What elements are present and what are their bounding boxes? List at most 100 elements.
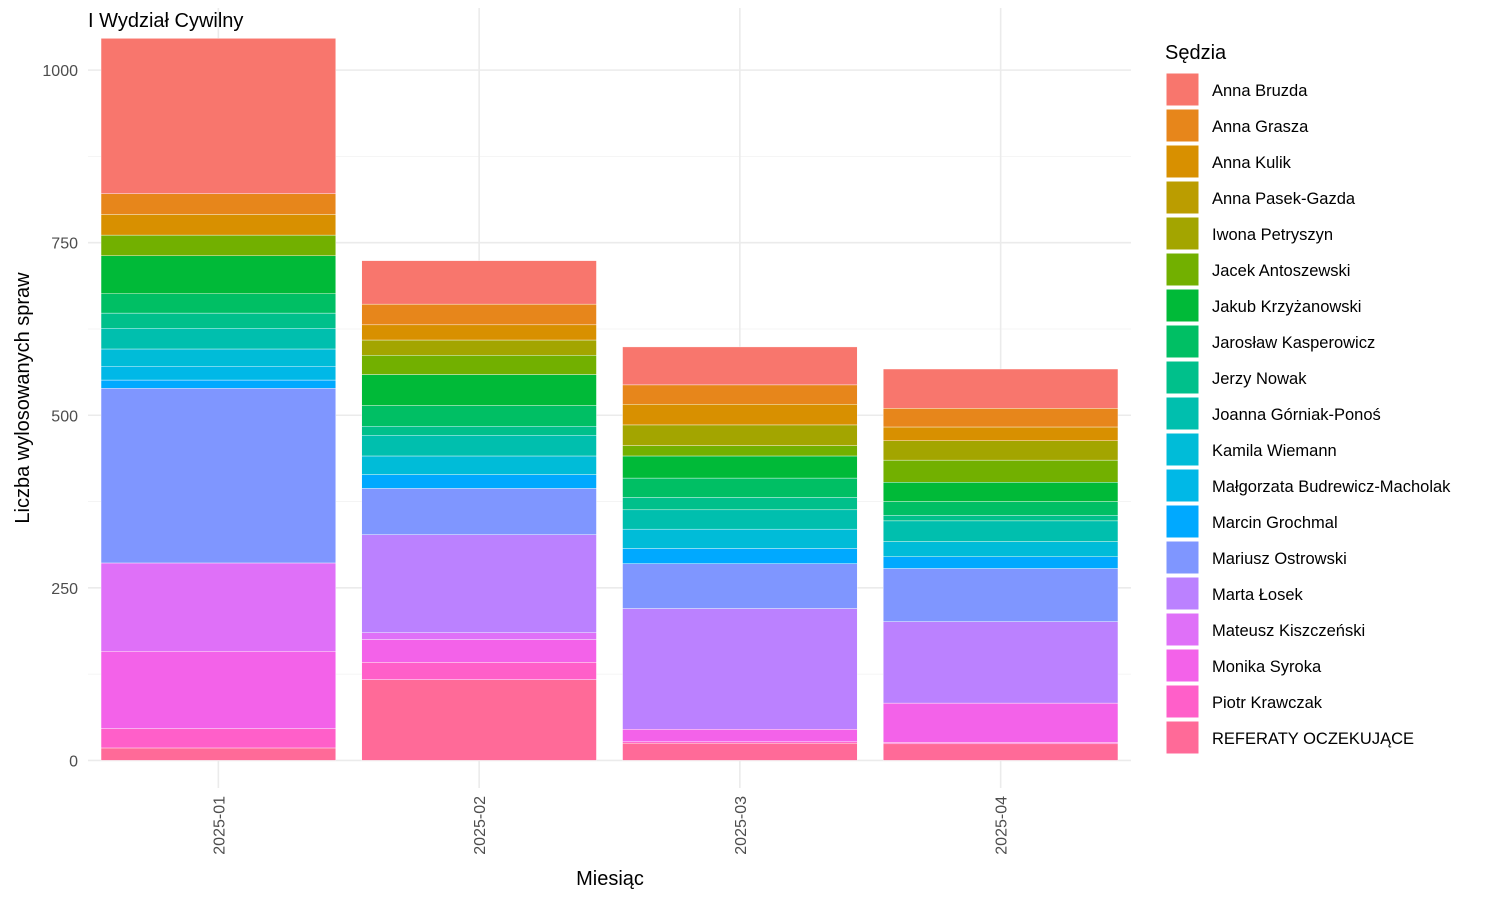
legend-key [1165, 108, 1200, 143]
y-tick-label: 0 [69, 753, 78, 770]
legend-label: Jerzy Nowak [1212, 370, 1307, 388]
bar-segment [361, 455, 597, 475]
bar-segment [883, 515, 1119, 522]
bar-segment [883, 459, 1119, 483]
bar-segment [100, 379, 336, 389]
bar-segment [100, 293, 336, 314]
bar-segment [622, 742, 858, 761]
bar-segment [361, 632, 597, 640]
bars [100, 38, 1119, 761]
bar-segment [100, 348, 336, 367]
bar-segment [622, 497, 858, 511]
legend-key [1165, 540, 1200, 575]
legend-key [1165, 216, 1200, 251]
legend-label: Anna Grasza [1212, 118, 1309, 136]
bar-segment [361, 639, 597, 663]
bar-segment [361, 474, 597, 489]
y-tick-label: 1000 [42, 63, 78, 80]
legend-key [1165, 72, 1200, 107]
bar-segment [100, 388, 336, 564]
bar-segment [622, 346, 858, 386]
bar-segment [622, 548, 858, 564]
bar-segment [622, 729, 858, 742]
bar-segment [622, 608, 858, 730]
bar-segment [361, 339, 597, 356]
legend-key [1165, 468, 1200, 503]
bar-segment [361, 488, 597, 535]
x-tick-label: 2025-02 [472, 796, 489, 855]
bar-segment [361, 374, 597, 406]
legend-label: Mateusz Kiszczeński [1212, 622, 1365, 640]
chart-title: I Wydział Cywilny [88, 10, 243, 32]
bar-segment [100, 38, 336, 194]
x-axis-title: Miesiąc [576, 868, 644, 890]
bar-segment [100, 728, 336, 749]
legend-key [1165, 684, 1200, 719]
legend-label: Jacek Antoszewski [1212, 262, 1350, 280]
bar-segment [622, 528, 858, 549]
y-tick-label: 250 [51, 581, 78, 598]
legend-label: Marta Łosek [1212, 586, 1304, 604]
legend-key [1165, 612, 1200, 647]
bar-segment [883, 501, 1119, 516]
bar-segment [361, 534, 597, 633]
bar-segment [100, 651, 336, 729]
legend-title: Sędzia [1165, 42, 1227, 64]
legend-key [1165, 576, 1200, 611]
legend-key [1165, 144, 1200, 179]
bar-segment [100, 328, 336, 350]
bar-segment [100, 214, 336, 236]
bar-segment [883, 541, 1119, 557]
legend-label: Jarosław Kasperowicz [1212, 334, 1375, 352]
bar-segment [622, 741, 858, 744]
legend-key [1165, 504, 1200, 539]
legend-label: Jakub Krzyżanowski [1212, 298, 1361, 316]
bar-segment [361, 426, 597, 436]
bar-segment [883, 556, 1119, 569]
x-tick-label: 2025-04 [994, 796, 1011, 855]
legend-label: REFERATY OCZEKUJĄCE [1212, 730, 1414, 748]
x-axis: 2025-01 2025-02 2025-03 2025-04 [211, 796, 1010, 855]
legend-label: Małgorzata Budrewicz-Macholak [1212, 478, 1451, 496]
legend-key [1165, 288, 1200, 323]
bar-segment [622, 424, 858, 446]
bar-segment [100, 312, 336, 329]
y-axis: 0 250 500 750 1000 [42, 63, 78, 770]
legend-key [1165, 252, 1200, 287]
bar-segment [883, 426, 1119, 441]
bar-segment [622, 445, 858, 457]
bar-segment [883, 568, 1119, 622]
bar-segment [361, 435, 597, 457]
y-axis-title: Liczba wylosowanych spraw [12, 272, 34, 524]
bar-segment [622, 509, 858, 530]
x-tick-label: 2025-03 [733, 796, 750, 855]
legend-key [1165, 432, 1200, 467]
legend-key [1165, 324, 1200, 359]
legend-key [1165, 720, 1200, 755]
bar-segment [622, 477, 858, 498]
legend-label: Anna Bruzda [1212, 82, 1308, 100]
bar-segment [883, 743, 1119, 761]
bar-segment [100, 255, 336, 294]
legend-label: Mariusz Ostrowski [1212, 550, 1347, 568]
legend-key [1165, 396, 1200, 431]
legend-key [1165, 360, 1200, 395]
legend-key [1165, 180, 1200, 215]
bar-segment [361, 324, 597, 341]
bar-segment [622, 404, 858, 426]
bar-segment [100, 193, 336, 215]
legend-label: Joanna Górniak-Ponoś [1212, 406, 1381, 424]
bar-segment [883, 408, 1119, 428]
bar-segment [883, 440, 1119, 461]
bar-segment [100, 562, 336, 652]
legend-label: Anna Pasek-Gazda [1212, 190, 1356, 208]
legend-label: Kamila Wiemann [1212, 442, 1337, 460]
bar-segment [361, 662, 597, 680]
bar-segment [883, 702, 1119, 743]
legend-label: Monika Syroka [1212, 658, 1322, 676]
bar-segment [622, 455, 858, 479]
legend-label: Iwona Petryszyn [1212, 226, 1333, 244]
legend-label: Marcin Grochmal [1212, 514, 1338, 532]
bar-segment [883, 520, 1119, 542]
legend: Sędzia Anna Bruzda Anna Grasza Anna Kulik A… [1165, 42, 1451, 755]
